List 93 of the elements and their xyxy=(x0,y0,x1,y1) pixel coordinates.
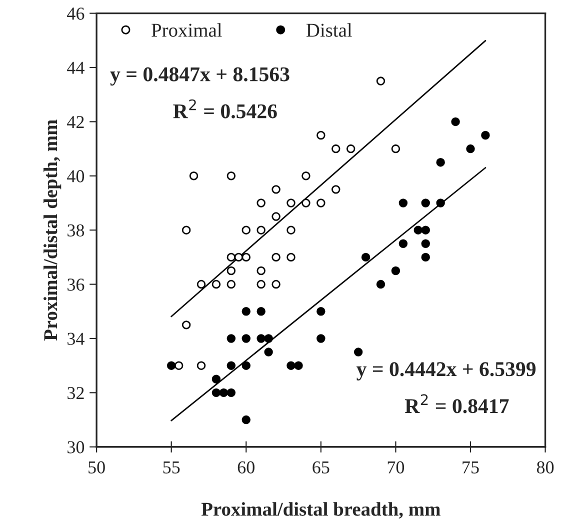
y-tick-label: 32 xyxy=(68,386,84,400)
point xyxy=(354,348,363,356)
x-tick-label: 65 xyxy=(312,461,330,474)
point xyxy=(212,374,221,384)
point xyxy=(391,144,400,154)
annotation: y = 0.4442x + 6.5399 xyxy=(356,362,536,380)
y-axis-title: Proximal/distal depth, mm xyxy=(44,120,62,341)
point xyxy=(174,361,184,370)
y-tick-label: 46 xyxy=(67,8,84,20)
point xyxy=(256,266,266,276)
point xyxy=(196,361,206,370)
point xyxy=(286,361,296,370)
legend-label: Distal xyxy=(306,23,352,37)
y-tick-label: 40 xyxy=(67,170,84,182)
y-tick-label: 34 xyxy=(68,332,84,345)
point xyxy=(256,334,266,343)
point xyxy=(226,252,236,262)
x-tick-label: 75 xyxy=(462,461,479,474)
point xyxy=(302,198,310,208)
point xyxy=(272,185,280,194)
point xyxy=(391,266,400,276)
point xyxy=(242,252,251,262)
point xyxy=(242,415,251,424)
point xyxy=(226,280,236,289)
point xyxy=(398,198,408,208)
point xyxy=(196,280,206,289)
point xyxy=(316,130,326,140)
point xyxy=(376,76,386,86)
point xyxy=(451,117,460,126)
point xyxy=(332,144,340,154)
point xyxy=(242,334,251,343)
annotation: R$^{2}$ = 0.5426 xyxy=(173,99,277,118)
y-tick-label: 36 xyxy=(68,278,84,291)
point xyxy=(361,252,370,262)
point xyxy=(226,334,236,343)
point xyxy=(421,239,430,248)
y-tick-label: 42 xyxy=(67,116,84,128)
point xyxy=(264,334,273,343)
x-tick-label: 70 xyxy=(388,461,404,474)
point xyxy=(421,226,430,234)
annotation: y = 0.4847x + 8.1563 xyxy=(110,67,290,86)
point xyxy=(398,239,408,248)
point xyxy=(302,172,310,180)
point xyxy=(286,252,296,262)
point xyxy=(316,307,326,316)
point xyxy=(481,130,490,140)
point xyxy=(212,388,221,398)
point xyxy=(226,361,236,370)
x-tick-label: 80 xyxy=(536,461,554,474)
point xyxy=(226,266,236,276)
point xyxy=(272,212,280,221)
point xyxy=(242,307,251,316)
point xyxy=(294,361,303,370)
point xyxy=(286,198,296,208)
point xyxy=(242,361,251,370)
x-tick-label: 50 xyxy=(88,461,105,474)
point xyxy=(466,144,475,154)
point xyxy=(256,280,266,289)
point xyxy=(414,226,423,234)
point xyxy=(242,226,251,234)
y-tick-label: 38 xyxy=(68,224,84,237)
point xyxy=(272,252,280,262)
point xyxy=(316,198,326,208)
x-tick-label: 55 xyxy=(163,461,180,474)
point xyxy=(234,252,244,262)
point xyxy=(264,348,273,356)
point xyxy=(316,334,326,343)
point xyxy=(189,172,198,180)
y-tick-label: 30 xyxy=(68,441,84,454)
point xyxy=(436,198,445,208)
point xyxy=(226,388,236,398)
x-tick-label: 60 xyxy=(238,461,254,474)
point xyxy=(166,361,176,370)
annotation: R$^{2}$ = 0.8417 xyxy=(404,394,509,414)
point xyxy=(256,226,266,234)
point xyxy=(421,252,430,262)
point xyxy=(376,280,386,289)
legend-label: Proximal xyxy=(152,23,222,37)
point xyxy=(212,280,221,289)
point xyxy=(182,320,191,330)
point xyxy=(332,185,340,194)
point xyxy=(436,158,445,167)
point xyxy=(182,226,191,234)
point xyxy=(256,307,266,316)
point xyxy=(286,226,296,234)
y-tick-label: 44 xyxy=(67,62,84,74)
point xyxy=(256,198,266,208)
point xyxy=(226,172,236,180)
point xyxy=(346,144,356,154)
point xyxy=(421,198,430,208)
x-axis-title: Proximal/distal breadth, mm xyxy=(201,502,440,519)
point xyxy=(219,388,228,398)
point xyxy=(272,280,280,289)
